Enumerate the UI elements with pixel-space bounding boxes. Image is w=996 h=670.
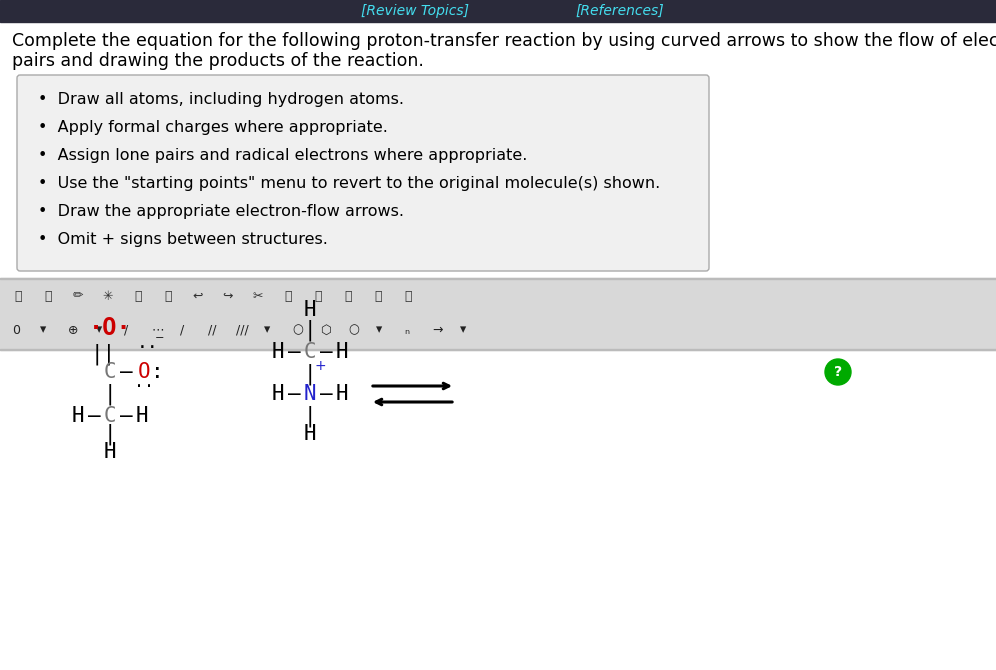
Text: 🎨: 🎨 — [404, 289, 411, 302]
Text: H: H — [272, 342, 284, 362]
Bar — [0, 0, 996, 22]
Text: ▾: ▾ — [264, 324, 270, 336]
Text: ⁻: ⁻ — [155, 333, 164, 351]
Text: —: — — [320, 342, 333, 362]
Text: H: H — [304, 424, 317, 444]
Text: H: H — [272, 384, 284, 404]
Text: —: — — [288, 342, 301, 362]
Text: ⬡: ⬡ — [320, 324, 331, 336]
Text: [Review Topics]: [Review Topics] — [361, 4, 469, 18]
Text: •  Apply formal charges where appropriate.: • Apply formal charges where appropriate… — [38, 120, 387, 135]
FancyBboxPatch shape — [17, 75, 709, 271]
Text: ?: ? — [834, 365, 842, 379]
Text: 🔗: 🔗 — [134, 289, 141, 302]
Text: •  Draw the appropriate electron-flow arrows.: • Draw the appropriate electron-flow arr… — [38, 204, 404, 219]
Text: •  Assign lone pairs and radical electrons where appropriate.: • Assign lone pairs and radical electron… — [38, 148, 527, 163]
Text: |: | — [104, 383, 117, 405]
Text: ·O·: ·O· — [89, 316, 131, 340]
Text: —: — — [88, 406, 101, 426]
Text: —: — — [120, 362, 132, 382]
Text: +: + — [314, 359, 326, 373]
Text: —: — — [288, 384, 301, 404]
Circle shape — [825, 359, 851, 385]
Text: •  Omit + signs between structures.: • Omit + signs between structures. — [38, 232, 328, 247]
Text: ⋯: ⋯ — [152, 324, 164, 336]
Text: •  Draw all atoms, including hydrogen atoms.: • Draw all atoms, including hydrogen ato… — [38, 92, 404, 107]
Text: 📋: 📋 — [315, 289, 322, 302]
Text: ₙ: ₙ — [404, 324, 409, 336]
Text: 🔍: 🔍 — [374, 289, 381, 302]
Text: —: — — [120, 406, 132, 426]
Text: —: — — [320, 384, 333, 404]
Text: 0: 0 — [12, 324, 20, 336]
Text: 🗒: 🗒 — [44, 289, 52, 302]
Text: /: / — [180, 324, 184, 336]
Text: [References]: [References] — [576, 4, 664, 18]
Text: H: H — [135, 406, 148, 426]
Text: |: | — [304, 405, 317, 427]
Text: ▾: ▾ — [376, 324, 382, 336]
Text: pairs and drawing the products of the reaction.: pairs and drawing the products of the re… — [12, 52, 424, 70]
Text: C: C — [304, 342, 317, 362]
Text: |: | — [304, 319, 317, 341]
Text: //: // — [208, 324, 216, 336]
Text: ↩: ↩ — [193, 289, 203, 302]
Text: ///: /// — [236, 324, 249, 336]
Text: →: → — [432, 324, 442, 336]
Text: C: C — [104, 406, 117, 426]
Text: C: C — [104, 362, 117, 382]
Text: /: / — [124, 324, 128, 336]
Text: H: H — [336, 342, 349, 362]
Bar — [12, 352, 982, 664]
Text: ↪: ↪ — [223, 289, 233, 302]
Text: |: | — [304, 363, 317, 385]
Text: N: N — [304, 384, 317, 404]
Text: ⊕: ⊕ — [68, 324, 79, 336]
Text: ○: ○ — [292, 324, 303, 336]
Text: H: H — [72, 406, 85, 426]
Bar — [0, 278, 996, 350]
Text: ▾: ▾ — [40, 324, 46, 336]
Text: ··: ·· — [134, 378, 154, 396]
Text: ▾: ▾ — [460, 324, 466, 336]
Text: 🔍: 🔍 — [345, 289, 352, 302]
Text: ✏: ✏ — [73, 289, 84, 302]
Text: 📄: 📄 — [284, 289, 292, 302]
Text: H: H — [304, 300, 317, 320]
Text: ||: || — [91, 343, 116, 364]
Text: Complete the equation for the following proton-transfer reaction by using curved: Complete the equation for the following … — [12, 32, 996, 50]
Text: H: H — [104, 442, 117, 462]
Text: H: H — [336, 384, 349, 404]
Text: ✂: ✂ — [253, 289, 263, 302]
Bar — [0, 349, 996, 350]
Text: 🔍: 🔍 — [14, 289, 22, 302]
Text: ▾: ▾ — [96, 324, 103, 336]
Text: ✳: ✳ — [103, 289, 114, 302]
Text: |: | — [104, 423, 117, 445]
Text: ○: ○ — [348, 324, 359, 336]
Bar — [0, 278, 996, 279]
Text: •  Use the "starting points" menu to revert to the original molecule(s) shown.: • Use the "starting points" menu to reve… — [38, 176, 660, 191]
Text: ··: ·· — [137, 339, 159, 357]
Text: O: O — [137, 362, 150, 382]
Text: :: : — [150, 362, 163, 382]
Text: 🔗: 🔗 — [164, 289, 171, 302]
